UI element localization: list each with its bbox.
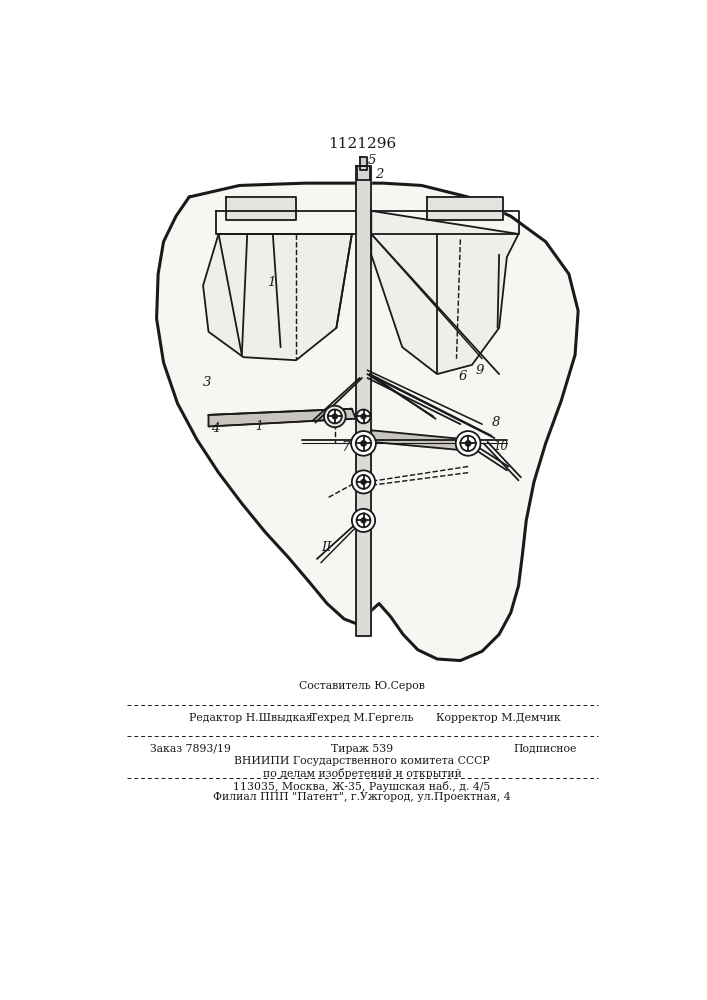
Circle shape bbox=[356, 513, 370, 527]
Circle shape bbox=[352, 470, 375, 493]
Circle shape bbox=[351, 431, 376, 456]
Polygon shape bbox=[427, 197, 503, 220]
Text: Корректор М.Демчик: Корректор М.Демчик bbox=[436, 713, 561, 723]
Text: Заказ 7893/19: Заказ 7893/19 bbox=[151, 744, 231, 754]
Text: Подписное: Подписное bbox=[513, 744, 577, 754]
Polygon shape bbox=[203, 234, 352, 360]
Circle shape bbox=[324, 406, 346, 427]
Circle shape bbox=[361, 518, 366, 523]
Text: Составитель Ю.Серов: Составитель Ю.Серов bbox=[299, 681, 425, 691]
Circle shape bbox=[356, 436, 371, 451]
Text: 3: 3 bbox=[203, 376, 211, 389]
Text: 2: 2 bbox=[375, 168, 383, 181]
Text: 7: 7 bbox=[341, 441, 350, 454]
Text: Редактор Н.Швыдкая: Редактор Н.Швыдкая bbox=[189, 713, 312, 723]
Text: 1: 1 bbox=[255, 420, 262, 433]
Circle shape bbox=[460, 436, 476, 451]
Text: 10: 10 bbox=[493, 440, 508, 453]
Circle shape bbox=[466, 441, 471, 446]
Text: Техред М.Гергель: Техред М.Гергель bbox=[310, 713, 414, 723]
Text: 113035, Москва, Ж-35, Раушская наб., д. 4/5: 113035, Москва, Ж-35, Раушская наб., д. … bbox=[233, 781, 491, 792]
Polygon shape bbox=[360, 157, 368, 170]
Polygon shape bbox=[356, 166, 370, 180]
Text: 1: 1 bbox=[267, 276, 275, 289]
Text: Тираж 539: Тираж 539 bbox=[331, 744, 393, 754]
Text: 9: 9 bbox=[476, 364, 484, 377]
Polygon shape bbox=[226, 197, 296, 220]
Text: ВНИИПИ Государственного комитета СССР: ВНИИПИ Государственного комитета СССР bbox=[234, 756, 490, 766]
Circle shape bbox=[361, 414, 366, 419]
Text: 5: 5 bbox=[368, 154, 375, 167]
Text: 4: 4 bbox=[211, 422, 219, 435]
Text: 6: 6 bbox=[459, 370, 467, 383]
Circle shape bbox=[361, 441, 366, 446]
Text: 8: 8 bbox=[491, 416, 500, 429]
Text: II: II bbox=[321, 541, 332, 554]
Text: по делам изобретений и открытий: по делам изобретений и открытий bbox=[262, 768, 462, 779]
Circle shape bbox=[361, 480, 366, 484]
Text: Филиал ППП "Патент", г.Ужгород, ул.Проектная, 4: Филиал ППП "Патент", г.Ужгород, ул.Проек… bbox=[213, 792, 510, 802]
Circle shape bbox=[356, 475, 370, 489]
Circle shape bbox=[328, 410, 341, 423]
Polygon shape bbox=[209, 409, 356, 426]
Polygon shape bbox=[371, 430, 472, 451]
Circle shape bbox=[352, 509, 375, 532]
Circle shape bbox=[456, 431, 481, 456]
Polygon shape bbox=[371, 211, 518, 374]
Circle shape bbox=[332, 414, 337, 419]
Text: 1121296: 1121296 bbox=[328, 137, 396, 151]
Polygon shape bbox=[156, 183, 578, 661]
Circle shape bbox=[356, 410, 370, 423]
Polygon shape bbox=[356, 166, 371, 636]
